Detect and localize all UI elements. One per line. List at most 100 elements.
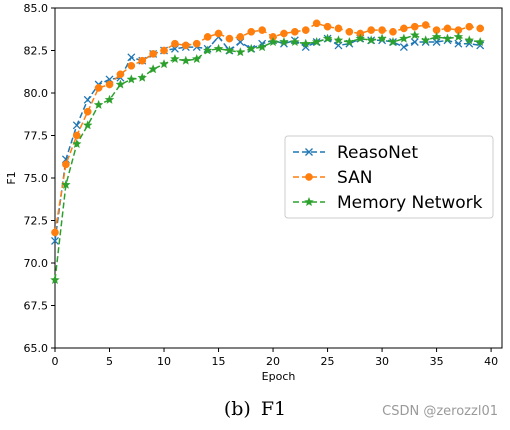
x-tick-label: 25 — [321, 355, 335, 368]
data-point-memory-network — [246, 43, 257, 53]
data-point-memory-network — [72, 138, 82, 149]
legend-marker-reasonet — [305, 148, 313, 156]
data-point-san — [312, 19, 321, 28]
data-point-san — [171, 39, 179, 48]
data-point-reasonet — [301, 43, 310, 52]
data-point-reasonet — [72, 121, 81, 130]
x-tick-label: 30 — [375, 355, 389, 368]
y-tick-label: 70.0 — [24, 257, 49, 270]
data-point-memory-network — [202, 45, 213, 55]
data-point-san — [400, 24, 408, 33]
data-point-memory-network — [235, 47, 246, 57]
data-point-memory-network — [82, 120, 93, 130]
data-point-memory-network — [442, 33, 453, 43]
data-point-san — [465, 22, 474, 31]
data-point-san — [291, 27, 299, 36]
data-point-memory-network — [181, 55, 191, 65]
data-point-san — [443, 24, 452, 33]
caption-text: F1 — [260, 398, 287, 420]
figure-caption: (b) F1 — [0, 398, 510, 420]
data-point-memory-network — [115, 79, 126, 89]
data-point-memory-network — [224, 45, 235, 55]
legend-label-reasonet: ReasoNet — [337, 143, 418, 163]
caption-part-label: (b) — [223, 398, 251, 420]
data-point-memory-network — [170, 53, 180, 64]
data-point-memory-network — [213, 43, 224, 53]
series-line-memory-network — [54, 34, 481, 281]
data-point-san — [225, 34, 234, 43]
data-point-memory-network — [366, 35, 376, 45]
f1-line-chart: 0 5 10 15 20 25 30 35 40 65.0 67.5 70.0 72.5 75.0 77.5… — [5, 2, 503, 383]
x-tick-label: 10 — [157, 355, 171, 368]
data-point-san — [203, 33, 212, 41]
data-point-memory-network — [388, 36, 398, 47]
x-tick-label: 15 — [212, 355, 226, 368]
data-point-san — [94, 84, 103, 92]
y-axis-label: F1 — [5, 171, 18, 184]
data-point-reasonet — [410, 38, 419, 46]
data-point-san — [214, 29, 223, 38]
data-point-san — [192, 39, 201, 48]
data-point-san — [345, 27, 354, 36]
data-point-san — [247, 27, 256, 36]
data-point-memory-network — [453, 31, 464, 41]
data-point-memory-network — [104, 94, 115, 104]
data-point-reasonet — [127, 53, 136, 62]
y-tick-label: 72.5 — [24, 215, 49, 228]
data-point-san — [72, 131, 81, 140]
data-point-memory-network — [399, 33, 409, 43]
data-point-memory-network — [126, 74, 137, 84]
data-point-reasonet — [51, 236, 59, 245]
data-point-memory-network — [475, 36, 485, 47]
data-point-san — [280, 29, 288, 38]
data-point-san — [62, 160, 70, 169]
x-tick-label: 0 — [52, 355, 59, 368]
data-point-memory-network — [464, 35, 475, 45]
x-tick-label: 40 — [484, 355, 498, 368]
data-point-memory-network — [148, 64, 158, 74]
data-point-san — [127, 61, 136, 70]
data-point-memory-network — [333, 35, 344, 45]
data-point-reasonet — [399, 43, 408, 52]
legend-label-san: SAN — [337, 168, 372, 188]
data-point-memory-network — [355, 33, 366, 43]
data-point-reasonet — [465, 39, 474, 48]
x-axis-label: Epoch — [262, 370, 296, 383]
data-point-memory-network — [50, 274, 60, 285]
data-point-san — [410, 22, 419, 31]
data-point-san — [83, 107, 92, 116]
data-point-san — [476, 24, 485, 33]
data-point-reasonet — [454, 39, 463, 48]
data-point-memory-network — [300, 38, 311, 48]
y-tick-label: 65.0 — [24, 342, 49, 355]
data-point-memory-network — [191, 53, 202, 64]
data-point-memory-network — [137, 72, 147, 82]
data-point-san — [301, 26, 310, 34]
legend-marker-memory-network — [304, 196, 314, 207]
series-line-san — [54, 22, 481, 233]
data-point-san — [323, 22, 332, 31]
watermark-text: CSDN @zerozzl01 — [382, 404, 498, 419]
y-tick-label: 75.0 — [24, 172, 49, 185]
data-point-memory-network — [279, 36, 289, 47]
y-tick-label: 85.0 — [24, 2, 49, 15]
data-point-memory-network — [93, 99, 104, 109]
data-point-memory-network — [377, 33, 387, 43]
y-tick-label: 77.5 — [24, 130, 49, 143]
data-point-memory-network — [257, 42, 267, 52]
data-point-memory-network — [420, 35, 431, 45]
data-point-san — [389, 27, 397, 36]
series-memory-network — [50, 30, 485, 285]
x-tick-label: 35 — [430, 355, 444, 368]
data-point-memory-network — [322, 33, 333, 43]
y-tick-label: 67.5 — [24, 300, 49, 313]
x-tick-label: 5 — [106, 355, 113, 368]
data-point-san — [181, 41, 190, 50]
legend-label-memory-network: Memory Network — [337, 193, 483, 213]
legend-marker-san — [305, 173, 313, 181]
data-point-san — [334, 24, 343, 33]
data-point-reasonet — [83, 95, 92, 104]
data-point-san — [236, 33, 245, 41]
data-point-reasonet — [476, 41, 485, 50]
data-point-memory-network — [311, 36, 322, 47]
